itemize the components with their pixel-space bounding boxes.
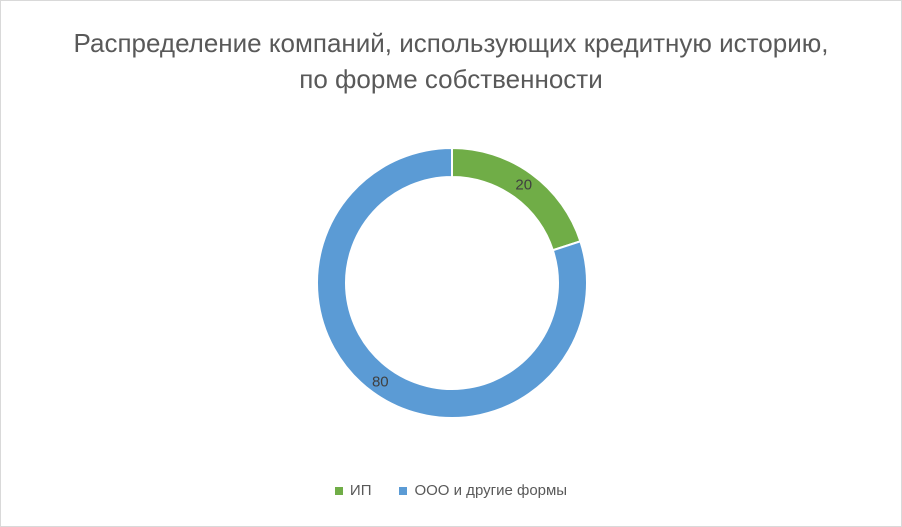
slice-1 [451,146,582,252]
chart-title: Распределение компаний, использующих кре… [73,28,829,94]
legend-item-2: ООО и другие формы [399,482,567,499]
legend-swatch-2 [399,486,408,495]
legend-label-2: ООО и другие формы [414,482,568,499]
legend-label-1: ИП [349,482,372,499]
legend-item-1: ИП [334,482,372,499]
chart-legend: ИП ООО и другие формы [1,482,901,499]
data-label-2: 80 [372,374,389,391]
data-label-1: 20 [515,176,532,193]
legend-swatch-1 [334,486,343,495]
slice-2 [316,146,588,419]
